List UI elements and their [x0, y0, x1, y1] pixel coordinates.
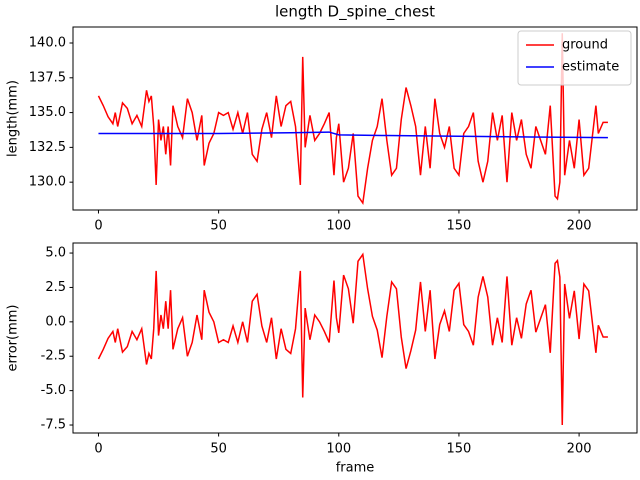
y-tick-label: 135.0	[29, 105, 66, 120]
y-tick-label: 2.5	[45, 280, 66, 295]
x-tick-label: 150	[447, 442, 472, 457]
y-tick-label: 137.5	[29, 70, 66, 85]
y-axis-label: error(mm)	[6, 305, 21, 372]
axes-frame	[72, 242, 638, 434]
x-tick-label: 100	[326, 442, 351, 457]
x-tick-label: 150	[447, 219, 472, 234]
x-tick-label: 0	[94, 219, 102, 234]
y-tick-label: 140.0	[29, 36, 66, 51]
x-tick-label: 200	[567, 442, 592, 457]
x-tick-label: 50	[210, 219, 227, 234]
y-tick-label: 132.5	[29, 140, 66, 155]
y-tick-label: 5.0	[45, 246, 66, 261]
y-tick-label: 0.0	[45, 314, 66, 329]
y-tick-label: -7.5	[41, 418, 66, 433]
y-tick-label: 130.0	[29, 175, 66, 190]
data-line	[98, 131, 608, 139]
x-tick-label: 50	[210, 442, 227, 457]
chart-title: length D_spine_chest	[275, 3, 435, 22]
x-axis-label: frame	[336, 461, 375, 476]
data-line	[97, 252, 608, 426]
x-tick-label: 200	[567, 219, 592, 234]
legend-label: ground	[562, 38, 608, 53]
y-axis-label: length(mm)	[6, 80, 21, 157]
legend-label: estimate	[562, 60, 619, 75]
x-tick-label: 100	[326, 219, 351, 234]
axes-frame	[72, 26, 638, 211]
y-tick-label: -2.5	[41, 349, 66, 364]
x-tick-label: 0	[94, 442, 102, 457]
y-tick-label: -5.0	[41, 383, 66, 398]
data-line	[97, 33, 608, 206]
